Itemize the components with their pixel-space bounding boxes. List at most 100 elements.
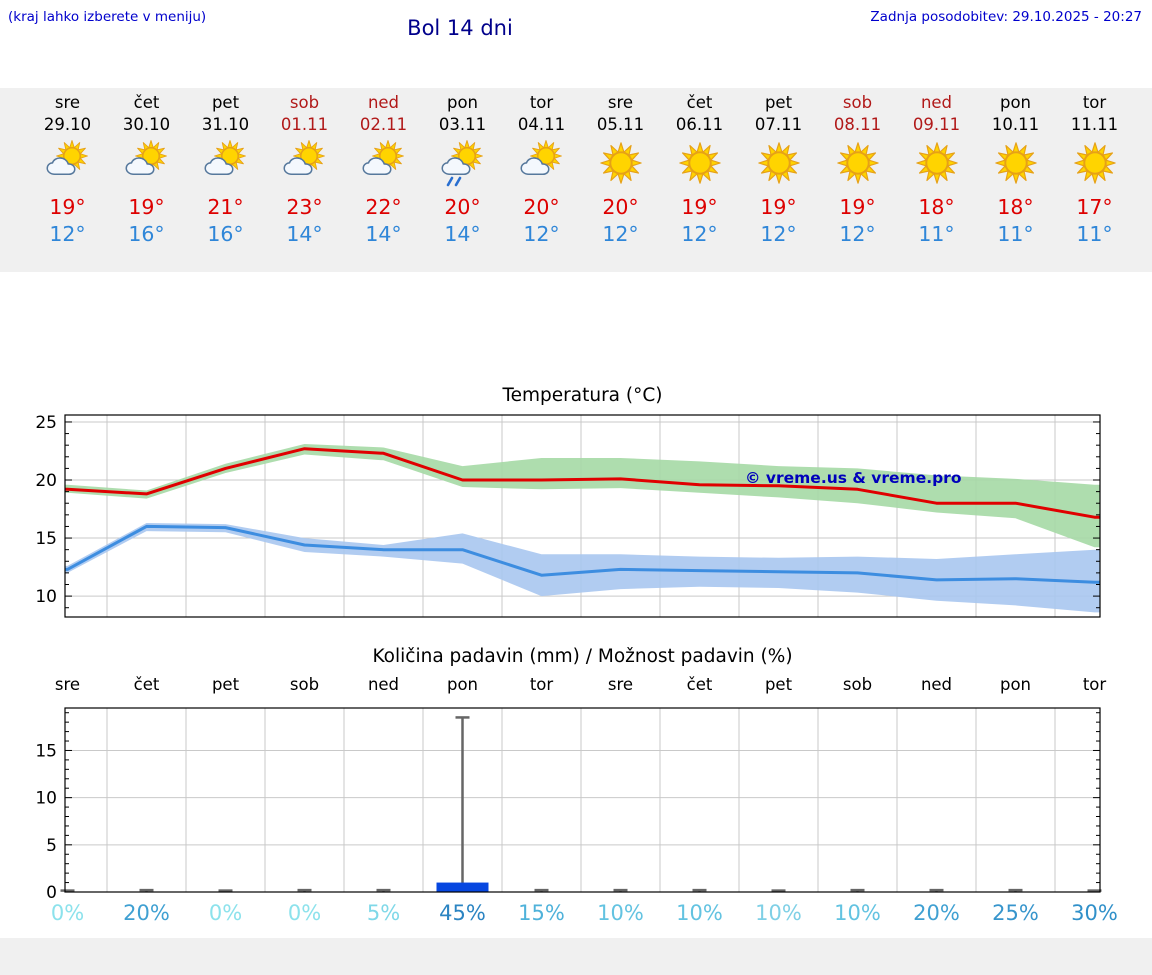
high-temp: 19°	[128, 194, 165, 219]
high-temp: 20°	[444, 194, 481, 219]
sun-cloud-icon	[124, 139, 167, 175]
high-temp: 19°	[760, 194, 797, 219]
precip-probability: 25%	[992, 901, 1039, 925]
sun-icon	[678, 141, 721, 184]
forecast-band: sre 29.10 19° 12° čet 30.10 19° 16° pet 31.10 21° 1…	[0, 88, 1152, 272]
precip-probability-row: 0% 20% 0% 0% 5% 45% 15% 10% 10% 10% 10% 20% 25% 30%	[28, 901, 1134, 925]
precip-probability: 0%	[50, 901, 85, 925]
low-temp: 11°	[1076, 221, 1113, 246]
forecast-day: ned 09.11 18° 11°	[897, 88, 976, 272]
page-title: Bol 14 dni	[407, 16, 513, 40]
temperature-chart: 10 15 20 25	[35, 413, 1101, 618]
watermark-link[interactable]: © vreme.us & vreme.pro	[745, 469, 962, 487]
day-name: tor	[1082, 93, 1107, 112]
precip-day-label: pet	[211, 675, 240, 694]
sun-cloud-icon	[203, 139, 246, 175]
low-temp: 14°	[444, 221, 481, 246]
high-temp: 18°	[918, 194, 955, 219]
precip-day-label: pet	[764, 675, 793, 694]
sun-icon	[757, 141, 800, 184]
precip-probability: 20%	[123, 901, 170, 925]
precip-day-label: pon	[446, 675, 479, 694]
precip-chart-title: Količina padavin (mm) / Možnost padavin …	[372, 646, 793, 667]
precip-day-label: tor	[1082, 675, 1107, 694]
forecast-day: čet 30.10 19° 16°	[107, 88, 186, 272]
precip-ytick-label: 10	[35, 789, 57, 809]
day-date: 02.11	[359, 115, 408, 135]
low-temp: 12°	[760, 221, 797, 246]
day-name: ned	[920, 93, 953, 112]
high-temp: 18°	[997, 194, 1034, 219]
day-name: sre	[607, 93, 634, 112]
day-date: 08.11	[833, 115, 882, 135]
menu-hint: (kraj lahko izberete v meniju)	[8, 9, 207, 25]
precip-bar	[436, 882, 489, 892]
forecast-day: tor 04.11 20° 12°	[502, 88, 581, 272]
day-date: 03.11	[438, 115, 487, 135]
forecast-row: sre 29.10 19° 12° čet 30.10 19° 16° pet 31.10 21° 1…	[28, 88, 1134, 272]
temperatura-max-line	[65, 447, 1100, 519]
precip-probability: 0%	[208, 901, 243, 925]
day-name: pon	[446, 93, 479, 112]
max-range-band	[65, 444, 1100, 548]
temp-ytick-label: 15	[35, 529, 57, 549]
precip-probability: 30%	[1071, 901, 1118, 925]
forecast-day: pet 31.10 21° 16°	[186, 88, 265, 272]
day-date: 06.11	[675, 115, 724, 135]
forecast-day: pon 10.11 18° 11°	[976, 88, 1055, 272]
day-name: sob	[842, 93, 873, 112]
forecast-day: sre 29.10 19° 12°	[28, 88, 107, 272]
day-date: 11.11	[1070, 115, 1119, 135]
sun-cloud-icon	[519, 139, 562, 175]
high-temp: 22°	[365, 194, 402, 219]
day-date: 31.10	[201, 115, 250, 135]
precip-ytick-label: 15	[35, 741, 57, 761]
low-temp: 16°	[128, 221, 165, 246]
day-date: 01.11	[280, 115, 329, 135]
day-date: 05.11	[596, 115, 645, 135]
day-date: 07.11	[754, 115, 803, 135]
high-temp: 20°	[602, 194, 639, 219]
sun-icon	[915, 141, 958, 184]
precip-probability: 15%	[518, 901, 565, 925]
sun-cloud-icon	[45, 139, 88, 175]
day-date: 09.11	[912, 115, 961, 135]
precip-probability: 10%	[676, 901, 723, 925]
sun-cloud-rain-icon	[440, 139, 483, 186]
day-name: čet	[686, 93, 713, 112]
precip-probability: 10%	[834, 901, 881, 925]
footer-strip	[0, 938, 1152, 975]
day-name: ned	[367, 93, 400, 112]
day-name: pet	[764, 93, 793, 112]
temp-ytick-label: 25	[35, 413, 57, 433]
precip-probability: 0%	[287, 901, 322, 925]
precip-day-label: sre	[607, 675, 634, 694]
precip-day-label: tor	[529, 675, 554, 694]
precip-probability: 10%	[597, 901, 644, 925]
precip-probability: 10%	[755, 901, 802, 925]
temperatura-min-line	[65, 524, 1100, 584]
day-name: tor	[529, 93, 554, 112]
precip-day-label: sob	[842, 675, 873, 694]
low-temp: 12°	[49, 221, 86, 246]
last-update: Zadnja posodobitev: 29.10.2025 - 20:27	[870, 9, 1142, 25]
day-date: 04.11	[517, 115, 566, 135]
precip-day-label: sob	[289, 675, 320, 694]
precip-probability: 45%	[439, 901, 486, 925]
low-temp: 12°	[681, 221, 718, 246]
high-temp: 19°	[839, 194, 876, 219]
precip-day-label: sre	[54, 675, 81, 694]
forecast-day: sob 08.11 19° 12°	[818, 88, 897, 272]
precip-day-label: čet	[133, 675, 160, 694]
day-date: 30.10	[122, 115, 171, 135]
temp-ytick-label: 10	[35, 587, 57, 607]
forecast-day: pon 03.11 20° 14°	[423, 88, 502, 272]
high-temp: 21°	[207, 194, 244, 219]
forecast-day: čet 06.11 19° 12°	[660, 88, 739, 272]
high-temp: 23°	[286, 194, 323, 219]
precip-probability: 5%	[366, 901, 401, 925]
sun-icon	[836, 141, 879, 184]
high-temp: 17°	[1076, 194, 1113, 219]
precip-day-label: ned	[920, 675, 953, 694]
day-name: sob	[289, 93, 320, 112]
